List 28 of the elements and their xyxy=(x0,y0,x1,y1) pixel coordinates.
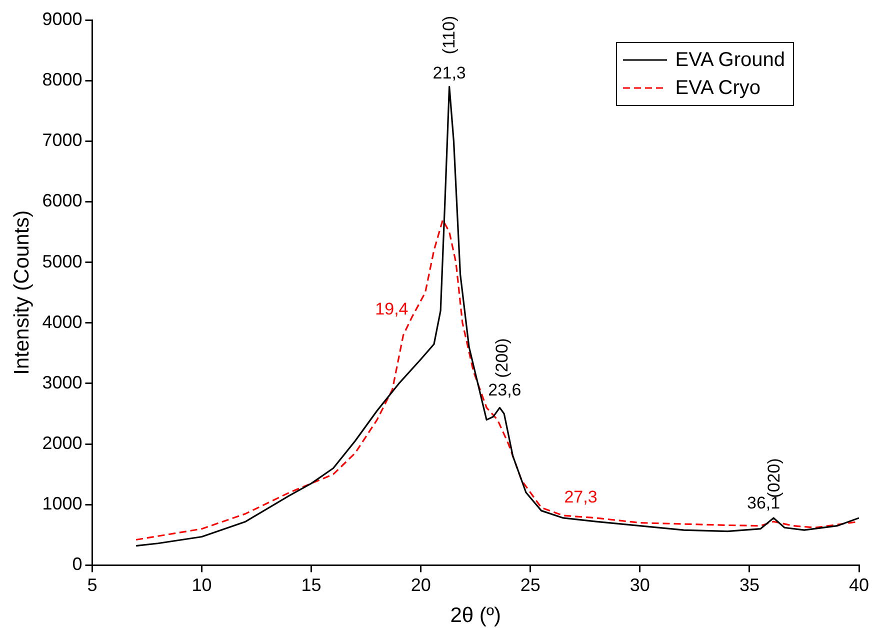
x-tick-label: 10 xyxy=(192,574,212,595)
annotation: (110) xyxy=(440,15,459,54)
y-tick-label: 2000 xyxy=(42,433,82,454)
annotation: 19,4 xyxy=(375,299,408,318)
y-tick-label: 1000 xyxy=(42,494,82,514)
annotation: 21,3 xyxy=(432,63,466,82)
x-tick-label: 35 xyxy=(739,574,760,595)
y-tick-label: 0 xyxy=(72,554,82,574)
x-tick-label: 15 xyxy=(301,574,322,595)
legend-label: EVA Ground xyxy=(675,48,785,72)
annotation: (200) xyxy=(492,338,512,378)
y-tick-label: 4000 xyxy=(42,312,82,332)
y-tick-label: 8000 xyxy=(42,70,82,90)
x-tick-label: 20 xyxy=(410,574,431,595)
y-tick-label: 5000 xyxy=(42,251,82,272)
annotation: 23,6 xyxy=(488,380,522,400)
x-tick-label: 40 xyxy=(848,574,870,595)
y-axis-title: Intensity (Counts) xyxy=(10,210,34,375)
x-tick-label: 25 xyxy=(520,574,540,595)
x-axis-title: 2θ (º) xyxy=(450,604,502,628)
annotation: 27,3 xyxy=(564,487,598,506)
x-tick-label: 30 xyxy=(630,574,650,595)
y-tick-label: 7000 xyxy=(42,130,82,150)
y-tick-label: 6000 xyxy=(42,190,82,211)
y-tick-label: 9000 xyxy=(42,8,82,29)
legend-label: EVA Cryo xyxy=(675,76,761,100)
x-tick-label: 5 xyxy=(87,574,98,595)
y-tick-label: 3000 xyxy=(42,372,82,392)
